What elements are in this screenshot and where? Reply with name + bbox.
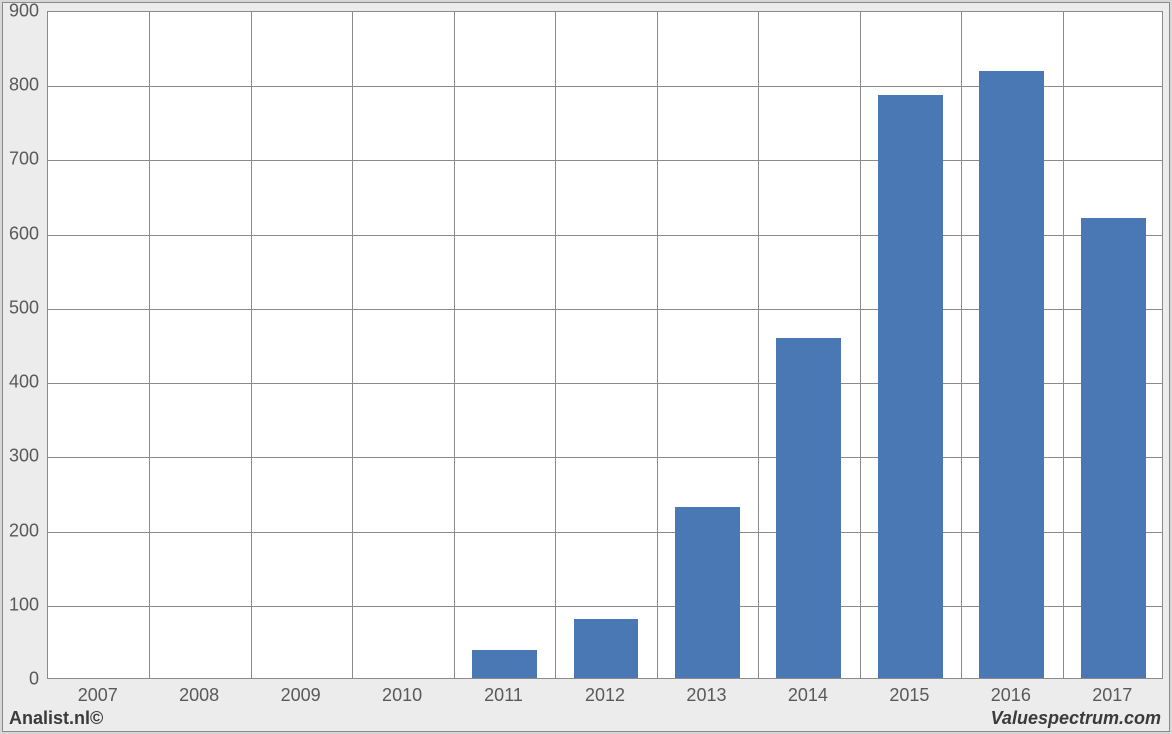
x-tick-label: 2016 bbox=[991, 685, 1031, 706]
y-tick-label: 500 bbox=[9, 297, 39, 318]
gridline-vertical bbox=[657, 12, 658, 678]
bar bbox=[776, 338, 841, 678]
x-tick-label: 2007 bbox=[78, 685, 118, 706]
x-tick-label: 2011 bbox=[484, 685, 523, 706]
gridline-vertical bbox=[860, 12, 861, 678]
gridline-vertical bbox=[454, 12, 455, 678]
bar bbox=[1081, 218, 1146, 678]
y-tick-label: 700 bbox=[9, 149, 39, 170]
y-tick-label: 600 bbox=[9, 223, 39, 244]
y-tick-label: 800 bbox=[9, 75, 39, 96]
y-tick-label: 0 bbox=[29, 669, 39, 690]
y-tick-label: 400 bbox=[9, 372, 39, 393]
chart-frame: 0 100 200 300 400 500 600 700 800 900 2007 2008 200… bbox=[2, 2, 1170, 732]
bar bbox=[878, 95, 943, 678]
gridline-vertical bbox=[251, 12, 252, 678]
x-tick-label: 2010 bbox=[382, 685, 422, 706]
x-tick-label: 2012 bbox=[585, 685, 625, 706]
plot-area bbox=[47, 11, 1163, 679]
x-tick-label: 2009 bbox=[281, 685, 321, 706]
bar bbox=[574, 619, 639, 678]
bar bbox=[675, 507, 740, 678]
footer-left-credit: Analist.nl© bbox=[9, 708, 103, 729]
x-tick-label: 2008 bbox=[179, 685, 219, 706]
x-tick-label: 2014 bbox=[788, 685, 828, 706]
y-tick-label: 300 bbox=[9, 446, 39, 467]
gridline-vertical bbox=[758, 12, 759, 678]
gridline-vertical bbox=[961, 12, 962, 678]
x-tick-label: 2015 bbox=[889, 685, 929, 706]
gridline-vertical bbox=[149, 12, 150, 678]
y-tick-label: 200 bbox=[9, 520, 39, 541]
y-tick-label: 900 bbox=[9, 1, 39, 22]
gridline-vertical bbox=[555, 12, 556, 678]
gridline-vertical bbox=[352, 12, 353, 678]
y-tick-label: 100 bbox=[9, 594, 39, 615]
x-tick-label: 2013 bbox=[686, 685, 726, 706]
x-tick-label: 2017 bbox=[1092, 685, 1132, 706]
gridline-vertical bbox=[1063, 12, 1064, 678]
footer-right-credit: Valuespectrum.com bbox=[991, 708, 1161, 729]
bar bbox=[979, 71, 1044, 678]
bar bbox=[472, 650, 537, 678]
